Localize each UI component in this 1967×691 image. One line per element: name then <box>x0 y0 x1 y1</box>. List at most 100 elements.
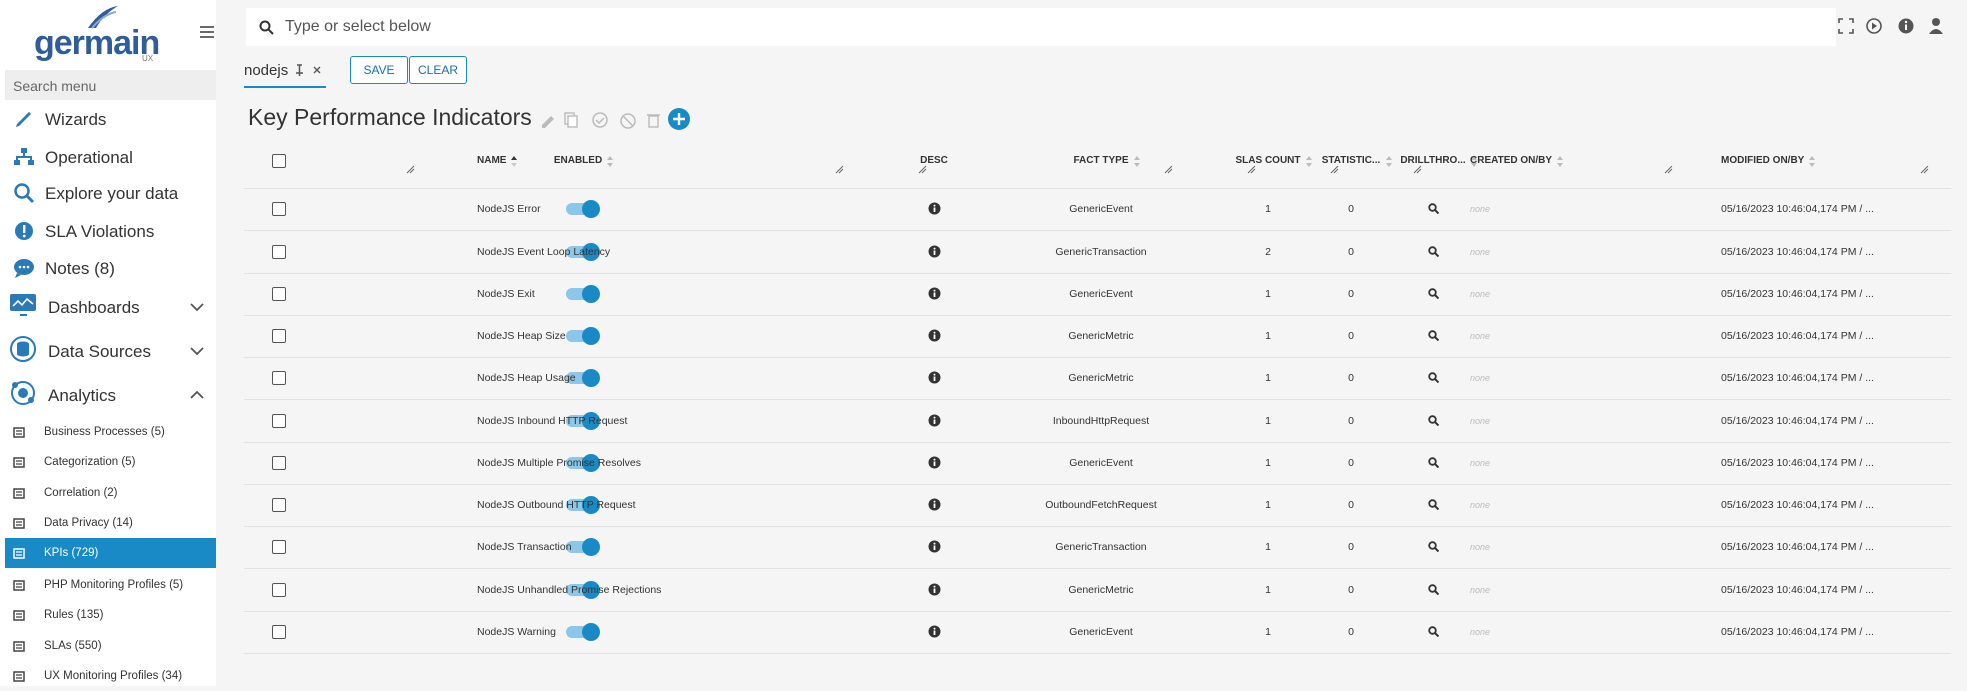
slas-count: 1 <box>1265 372 1271 384</box>
enabled-toggle[interactable] <box>566 623 600 641</box>
column-resize <box>918 165 927 174</box>
column-header[interactable]: STATISTIC... <box>1321 155 1381 166</box>
enabled-toggle[interactable] <box>566 412 600 430</box>
column-header[interactable]: DESC <box>920 155 948 166</box>
menu-search-placeholder: Search menu <box>13 78 97 94</box>
row-checkbox[interactable] <box>272 245 286 259</box>
menu-item[interactable]: Wizards <box>0 105 216 133</box>
slas-count: 2 <box>1265 246 1271 258</box>
desc-icon <box>928 329 941 342</box>
menu-icon <box>10 336 36 362</box>
column-resize <box>835 165 844 174</box>
row-checkbox[interactable] <box>272 202 286 216</box>
submenu-item[interactable]: Correlation (2) <box>5 478 216 508</box>
submenu-item[interactable]: Categorization (5) <box>5 447 216 477</box>
top-search[interactable]: Type or select below <box>246 8 1836 46</box>
submenu-label: Rules (135) <box>44 609 104 621</box>
row-checkbox[interactable] <box>272 625 286 639</box>
clear-button[interactable]: CLEAR <box>409 56 467 84</box>
column-header[interactable]: SLAS COUNT <box>1235 155 1301 166</box>
submenu-icon <box>13 518 25 529</box>
select-all-checkbox[interactable] <box>272 154 286 168</box>
drillthrough-icon <box>1428 626 1439 637</box>
enabled-toggle[interactable] <box>566 285 600 303</box>
submenu-item[interactable]: UX Monitoring Profiles (34) <box>5 661 216 691</box>
enabled-toggle[interactable] <box>566 496 600 514</box>
menu-item[interactable]: Analytics <box>0 381 216 409</box>
row-checkbox[interactable] <box>272 456 286 470</box>
slas-count: 1 <box>1265 415 1271 427</box>
enabled-toggle[interactable] <box>566 538 600 556</box>
column-header[interactable]: CREATED ON/BY <box>1470 155 1553 166</box>
created-on-by: none <box>1470 373 1491 383</box>
submenu-item[interactable]: KPIs (729) <box>5 538 216 568</box>
row-checkbox[interactable] <box>272 583 286 597</box>
submenu-item[interactable]: Rules (135) <box>5 600 216 630</box>
column-header[interactable]: MODIFIED ON/BY <box>1721 155 1805 166</box>
row-checkbox[interactable] <box>272 329 286 343</box>
row-checkbox[interactable] <box>272 498 286 512</box>
kpi-table: ENABLED NAME DESC FACT TYPE SLAS COUNT STATIS… <box>244 144 1951 686</box>
menu-icon <box>16 112 31 127</box>
row-checkbox[interactable] <box>272 287 286 301</box>
tab-icons[interactable] <box>294 64 326 76</box>
save-button[interactable]: SAVE <box>350 56 408 84</box>
submenu-item[interactable]: SLAs (550) <box>5 631 216 661</box>
toggle-knob <box>582 200 600 218</box>
drillthrough-icon <box>1428 372 1439 383</box>
enabled-toggle[interactable] <box>566 243 600 261</box>
menu-item[interactable]: Operational <box>0 143 216 171</box>
drillthrough-icon <box>1428 288 1439 299</box>
enabled-toggle[interactable] <box>566 327 600 345</box>
sidebar: germain UX Search menu Wizards Operationa… <box>0 0 216 686</box>
enabled-toggle[interactable] <box>566 581 600 599</box>
sort-arrows <box>1809 156 1815 167</box>
menu-item[interactable]: Explore your data <box>0 179 216 207</box>
drillthrough-icon <box>1428 457 1439 468</box>
submenu-item[interactable]: PHP Monitoring Profiles (5) <box>5 570 216 600</box>
modified-on-by: 05/16/2023 10:46:04,174 PM / ... <box>1721 330 1874 342</box>
toggle-knob <box>582 538 600 556</box>
toggle-knob <box>582 623 600 641</box>
row-divider <box>244 399 1951 400</box>
column-header[interactable]: DRILLTHRO... <box>1400 155 1466 166</box>
desc-icon <box>928 245 941 258</box>
menu-item[interactable]: Data Sources <box>0 336 216 365</box>
column-header[interactable]: NAME <box>477 155 507 166</box>
menu-toggle[interactable] <box>200 25 216 39</box>
column-header[interactable]: ENABLED <box>553 155 603 166</box>
menu-item[interactable]: Notes (8) <box>0 254 216 282</box>
enabled-toggle[interactable] <box>566 369 600 387</box>
tab-label[interactable]: nodejs <box>244 62 289 79</box>
row-divider <box>244 315 1951 316</box>
submenu-label: SLAs (550) <box>44 640 102 652</box>
row-checkbox[interactable] <box>272 540 286 554</box>
logo-swoosh <box>88 6 118 29</box>
menu-item[interactable]: Dashboards <box>0 293 216 321</box>
kpi-name: NodeJS Inbound HTTP Request <box>477 415 628 427</box>
menu-search[interactable]: Search menu <box>5 70 216 100</box>
menu-label: Analytics <box>48 386 117 405</box>
submenu-item[interactable]: Data Privacy (14) <box>5 508 216 538</box>
sort-arrows <box>1470 156 1477 167</box>
submenu-label: Categorization (5) <box>44 456 136 468</box>
sort-arrows <box>511 156 517 167</box>
enabled-toggle[interactable] <box>566 200 600 218</box>
column-header[interactable]: FACT TYPE <box>1073 155 1129 166</box>
toggle-knob <box>582 454 600 472</box>
menu-icon <box>14 148 34 165</box>
slas-count: 1 <box>1265 457 1271 469</box>
menu-item[interactable]: SLA Violations <box>0 217 216 245</box>
row-checkbox[interactable] <box>272 371 286 385</box>
modified-on-by: 05/16/2023 10:46:04,174 PM / ... <box>1721 541 1874 553</box>
submenu-icon <box>13 671 25 682</box>
submenu-label: KPIs (729) <box>44 547 99 559</box>
fact-type: GenericEvent <box>1069 626 1133 638</box>
add-button[interactable] <box>667 107 691 131</box>
enabled-toggle[interactable] <box>566 454 600 472</box>
row-checkbox[interactable] <box>272 414 286 428</box>
submenu-item[interactable]: Business Processes (5) <box>5 417 216 447</box>
modified-on-by: 05/16/2023 10:46:04,174 PM / ... <box>1721 457 1874 469</box>
